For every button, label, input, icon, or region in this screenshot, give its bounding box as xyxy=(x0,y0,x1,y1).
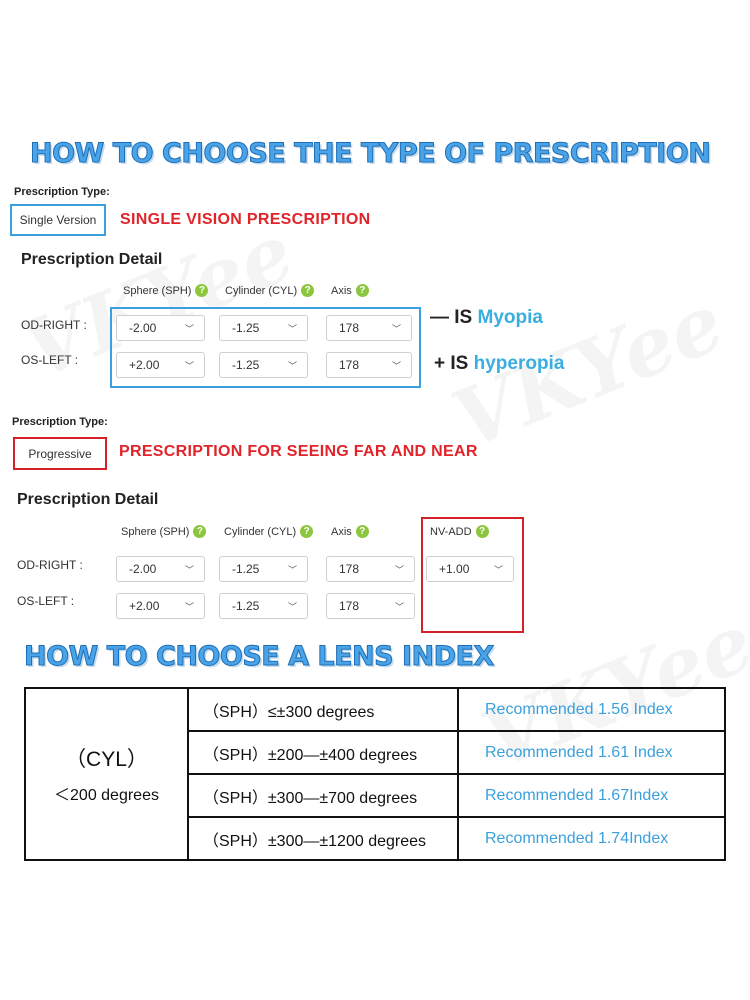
od-nv-add-select[interactable]: +1.00 ﹀ xyxy=(426,556,514,582)
sph-range-cell: （SPH）±200—±400 degrees xyxy=(187,730,459,775)
os-axis-select[interactable]: 178 ﹀ xyxy=(326,352,412,378)
recommended-index-cell: Recommended 1.67Index xyxy=(457,773,726,818)
table-row: （SPH）±200—±400 degrees Recommended 1.61 … xyxy=(25,730,726,775)
cyl-label: （CYL） xyxy=(65,748,148,771)
chevron-down-icon: ﹀ xyxy=(287,564,297,575)
recommended-index-cell: Recommended 1.74Index xyxy=(457,816,726,861)
os-sphere-select[interactable]: +2.00 ﹀ xyxy=(116,352,205,378)
sph-range-cell: （SPH）≤±300 degrees xyxy=(187,687,459,732)
axis-header: Axis? xyxy=(331,284,369,297)
cylinder-header: Cylinder (CYL)? xyxy=(225,284,315,297)
myopia-note: — IS Myopia xyxy=(430,307,543,328)
question-circle-icon[interactable]: ? xyxy=(301,284,315,297)
lens-index-heading: HOW TO CHOOSE A LENS INDEX xyxy=(24,641,495,673)
prescription-type-label: Prescription Type: xyxy=(12,416,108,428)
prescription-detail-title: Prescription Detail xyxy=(17,491,159,508)
recommended-index-cell: Recommended 1.61 Index xyxy=(457,730,726,775)
os-left-label: OS-LEFT : xyxy=(21,353,79,367)
chevron-down-icon: ﹀ xyxy=(391,360,401,371)
chevron-down-icon: ﹀ xyxy=(493,564,503,575)
question-circle-icon[interactable]: ? xyxy=(300,525,314,538)
nv-add-header: NV-ADD? xyxy=(430,525,489,538)
chevron-down-icon: ﹀ xyxy=(391,323,401,334)
chevron-down-icon: ﹀ xyxy=(394,564,404,575)
nv-add-highlight xyxy=(421,517,524,633)
chevron-down-icon: ﹀ xyxy=(184,564,194,575)
od-axis-select[interactable]: 178 ﹀ xyxy=(326,315,412,341)
chevron-down-icon: ﹀ xyxy=(184,360,194,371)
od-right-label: OD-RIGHT : xyxy=(21,318,87,332)
prescription-type-heading: HOW TO CHOOSE THE TYPE OF PRESCRIPTION xyxy=(29,138,711,170)
os-left-label: OS-LEFT : xyxy=(17,594,75,608)
os-cylinder-select[interactable]: -1.25 ﹀ xyxy=(219,593,308,619)
chevron-down-icon: ﹀ xyxy=(287,360,297,371)
lens-index-table: （CYL） ＜200 degrees （SPH）≤±300 degrees Re… xyxy=(24,687,726,861)
table-row: （SPH）±300—±1200 degrees Recommended 1.74… xyxy=(25,816,726,861)
od-sphere-select[interactable]: -2.00 ﹀ xyxy=(116,556,205,582)
single-prescription-highlight xyxy=(110,307,421,388)
question-circle-icon[interactable]: ? xyxy=(355,284,369,297)
question-circle-icon[interactable]: ? xyxy=(195,284,209,297)
cyl-range: ＜200 degrees xyxy=(54,787,159,804)
single-version-button[interactable]: Single Version xyxy=(10,204,106,236)
os-axis-select[interactable]: 178 ﹀ xyxy=(326,593,415,619)
table-row: （CYL） ＜200 degrees （SPH）≤±300 degrees Re… xyxy=(24,687,726,861)
sph-range-cell: （SPH）±300—±700 degrees xyxy=(187,773,459,818)
chevron-down-icon: ﹀ xyxy=(287,601,297,612)
single-vision-description: SINGLE VISION PRESCRIPTION xyxy=(120,211,371,228)
sphere-header: Sphere (SPH)? xyxy=(121,525,207,538)
prescription-type-label: Prescription Type: xyxy=(14,186,110,198)
progressive-description: PRESCRIPTION FOR SEEING FAR AND NEAR xyxy=(119,443,478,460)
sph-range-cell: （SPH）±300—±1200 degrees xyxy=(187,816,459,861)
od-axis-select[interactable]: 178 ﹀ xyxy=(326,556,415,582)
od-sphere-select[interactable]: -2.00 ﹀ xyxy=(116,315,205,341)
os-sphere-select[interactable]: +2.00 ﹀ xyxy=(116,593,205,619)
chevron-down-icon: ﹀ xyxy=(184,323,194,334)
question-circle-icon[interactable]: ? xyxy=(355,525,369,538)
prescription-detail-title: Prescription Detail xyxy=(21,251,163,268)
chevron-down-icon: ﹀ xyxy=(287,323,297,334)
chevron-down-icon: ﹀ xyxy=(394,601,404,612)
table-row: （SPH）±300—±700 degrees Recommended 1.67I… xyxy=(25,773,726,818)
axis-header: Axis? xyxy=(331,525,369,538)
cyl-cell: （CYL） ＜200 degrees xyxy=(24,687,189,861)
hyperopia-note: + IS hyperopia xyxy=(434,353,565,374)
od-right-label: OD-RIGHT : xyxy=(17,558,83,572)
chevron-down-icon: ﹀ xyxy=(184,601,194,612)
question-circle-icon[interactable]: ? xyxy=(475,525,489,538)
recommended-index-cell: Recommended 1.56 Index xyxy=(457,687,726,732)
od-cylinder-select[interactable]: -1.25 ﹀ xyxy=(219,556,308,582)
cylinder-header: Cylinder (CYL)? xyxy=(224,525,314,538)
sphere-header: Sphere (SPH)? xyxy=(123,284,209,297)
od-cylinder-select[interactable]: -1.25 ﹀ xyxy=(219,315,308,341)
question-circle-icon[interactable]: ? xyxy=(193,525,207,538)
progressive-button[interactable]: Progressive xyxy=(13,437,107,470)
os-cylinder-select[interactable]: -1.25 ﹀ xyxy=(219,352,308,378)
